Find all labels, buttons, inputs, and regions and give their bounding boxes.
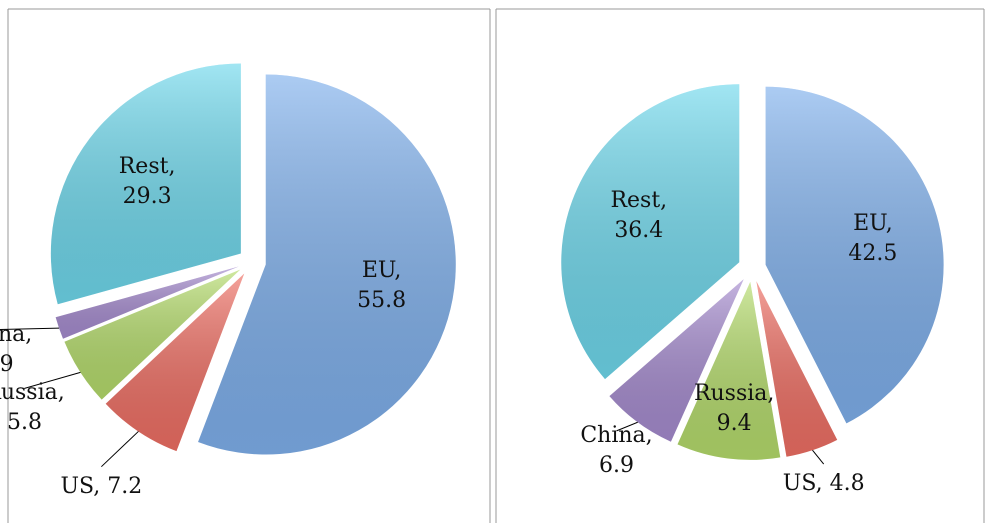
slice-shade <box>765 86 944 424</box>
slice-shade <box>55 266 239 339</box>
data-label: China, 1.9 <box>0 321 33 377</box>
slice-shade <box>756 281 838 457</box>
data-label: US, 7.2 <box>60 473 143 499</box>
data-label: China, 6.9 <box>580 422 653 478</box>
leader-line <box>0 327 60 331</box>
leader-line <box>101 431 139 468</box>
slice-shade <box>198 74 456 455</box>
slice-shade <box>561 84 740 380</box>
leader-line <box>812 449 825 465</box>
slice-shade <box>64 269 241 400</box>
leader-line <box>24 371 81 389</box>
data-label: Russia, 9.4 <box>693 381 775 437</box>
leader-line <box>616 421 638 432</box>
data-label: Rest, 29.3 <box>118 154 176 210</box>
slice-shade <box>105 273 245 452</box>
data-label: Rest, 36.4 <box>610 188 668 244</box>
data-label: Russia, 5.8 <box>0 380 65 436</box>
slice-shade <box>609 279 744 442</box>
data-label: US, 4.8 <box>782 471 865 496</box>
data-label: EU, 55.8 <box>357 257 407 313</box>
slice-shade <box>50 63 241 305</box>
slice-shade <box>677 281 781 460</box>
data-label: EU, 42.5 <box>848 210 898 266</box>
